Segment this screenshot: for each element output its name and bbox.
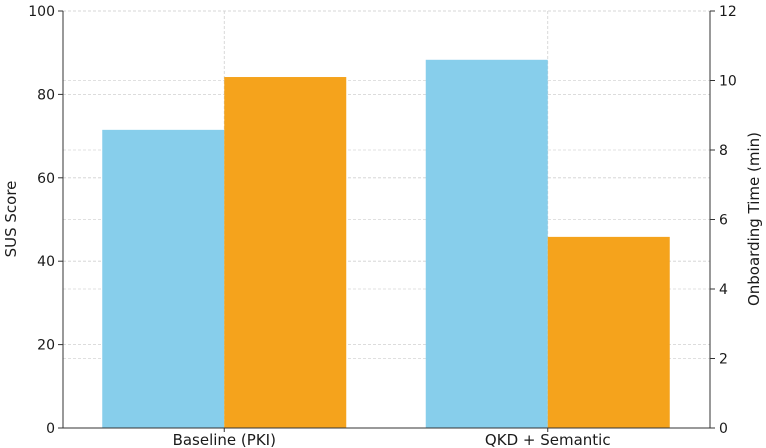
y-tick-label: 80 [37, 87, 55, 103]
y-tick-label: 100 [28, 4, 55, 20]
left-axis-ticks: 0 20 40 60 80 100 [28, 4, 63, 437]
y2-tick-label: 10 [719, 74, 737, 90]
y2-tick-label: 12 [719, 4, 737, 20]
bar [224, 77, 347, 429]
y-tick-label: 20 [37, 338, 55, 354]
x-axis-ticks: Baseline (PKI) QKD + Semantic [173, 428, 611, 448]
x-tick-label: QKD + Semantic [485, 431, 611, 448]
y2-tick-label: 4 [719, 282, 728, 298]
y-tick-label: 60 [37, 171, 55, 187]
bar [547, 236, 670, 428]
y2-tick-label: 0 [719, 421, 728, 437]
y-tick-label: 40 [37, 254, 55, 270]
y2-tick-label: 6 [719, 213, 728, 229]
x-tick-label: Baseline (PKI) [173, 431, 276, 448]
y-axis-title: SUS Score [2, 181, 20, 258]
right-axis-ticks: 0 2 4 6 8 10 12 [710, 4, 737, 437]
bars [102, 59, 670, 429]
y2-tick-label: 8 [719, 143, 728, 159]
y2-tick-label: 2 [719, 352, 728, 368]
y2-axis-title: Onboarding Time (min) [745, 132, 763, 306]
y-tick-label: 0 [46, 421, 55, 437]
bar [102, 129, 225, 428]
bar [425, 59, 548, 428]
